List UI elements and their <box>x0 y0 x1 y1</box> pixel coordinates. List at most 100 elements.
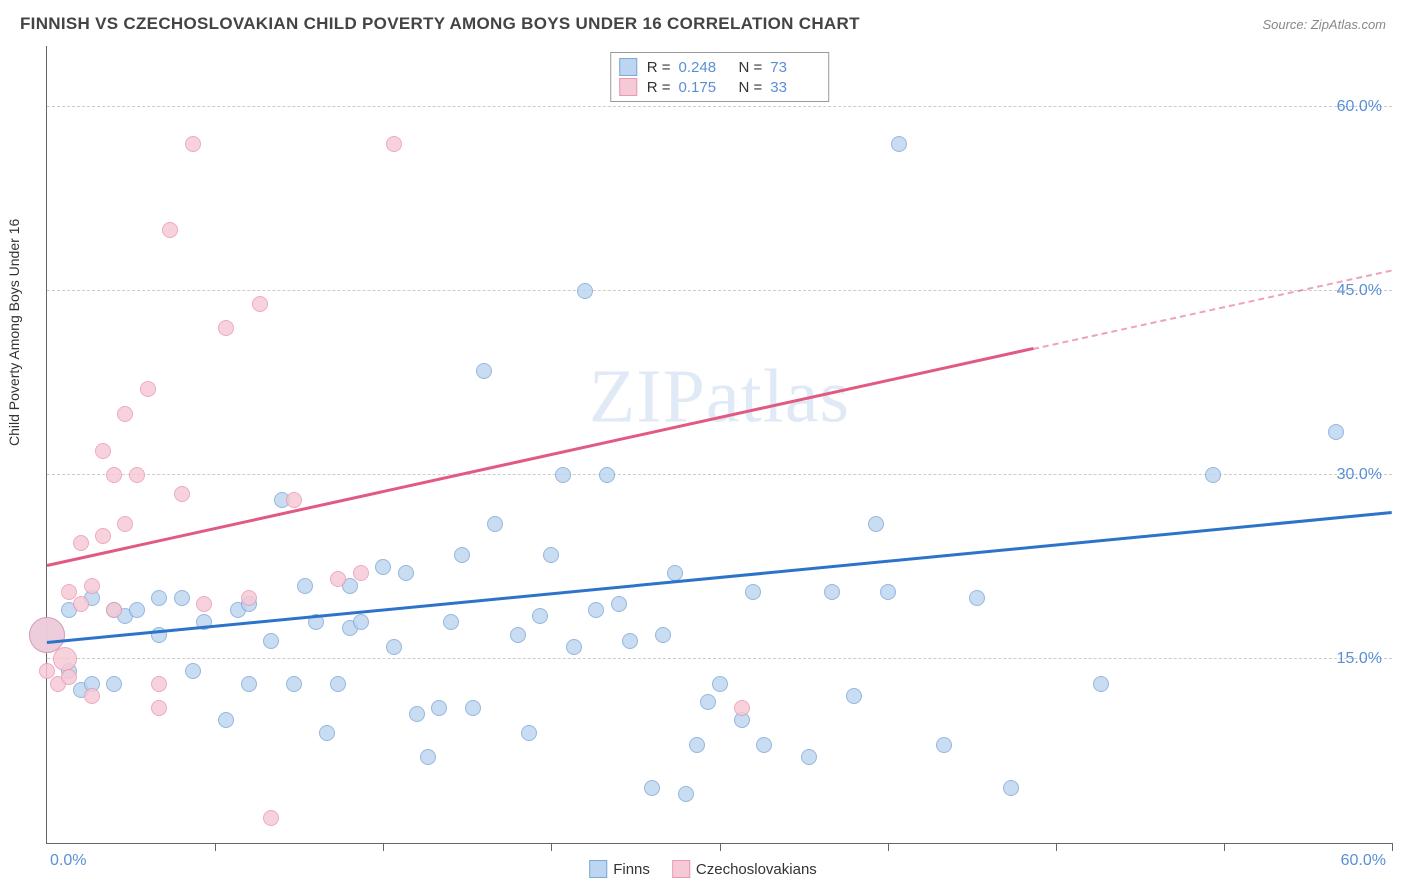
finns-point <box>566 639 582 655</box>
czechs-point <box>140 381 156 397</box>
finns-point <box>510 627 526 643</box>
legend-swatch <box>619 78 637 96</box>
legend-label: Czechoslovakians <box>696 861 817 878</box>
finns-point <box>846 688 862 704</box>
finns-point <box>465 700 481 716</box>
gridline-h <box>47 106 1392 107</box>
finns-point <box>936 737 952 753</box>
finns-point <box>622 633 638 649</box>
czechs-trendline <box>47 347 1034 567</box>
legend-r-value: 0.175 <box>679 79 729 96</box>
czechs-point <box>286 492 302 508</box>
czechs-point <box>196 596 212 612</box>
plot-area: ZIPatlas R =0.248N =73R =0.175N =33 15.0… <box>46 46 1392 844</box>
finns-point <box>476 363 492 379</box>
finns-point <box>398 565 414 581</box>
x-axis-max-label: 60.0% <box>1341 852 1386 870</box>
czechs-point <box>330 571 346 587</box>
y-tick-label: 60.0% <box>1337 98 1382 116</box>
finns-point <box>1205 467 1221 483</box>
finns-point <box>678 786 694 802</box>
czechs-point <box>84 578 100 594</box>
finns-point <box>532 608 548 624</box>
finns-point <box>319 725 335 741</box>
czechs-point <box>151 676 167 692</box>
gridline-h <box>47 474 1392 475</box>
y-tick-label: 45.0% <box>1337 282 1382 300</box>
legend-correlation-row: R =0.248N =73 <box>619 57 821 77</box>
x-tick <box>720 843 721 851</box>
czechs-point <box>174 486 190 502</box>
finns-point <box>185 663 201 679</box>
finns-point <box>386 639 402 655</box>
gridline-h <box>47 658 1392 659</box>
finns-point <box>543 547 559 563</box>
chart-title: FINNISH VS CZECHOSLOVAKIAN CHILD POVERTY… <box>20 14 860 34</box>
x-tick <box>383 843 384 851</box>
finns-point <box>801 749 817 765</box>
czechs-point <box>162 222 178 238</box>
finns-point <box>241 676 257 692</box>
czechs-point <box>185 136 201 152</box>
finns-point <box>375 559 391 575</box>
y-tick-label: 30.0% <box>1337 466 1382 484</box>
finns-point <box>151 590 167 606</box>
legend-correlation-row: R = 0.175 N = 33 <box>619 77 821 97</box>
finns-point <box>745 584 761 600</box>
finns-point <box>443 614 459 630</box>
czechs-point <box>353 565 369 581</box>
x-axis-min-label: 0.0% <box>50 852 86 870</box>
czechs-point <box>241 590 257 606</box>
legend-swatch <box>619 58 637 76</box>
y-tick-label: 15.0% <box>1337 650 1382 668</box>
finns-trendline <box>47 511 1392 644</box>
finns-point <box>218 712 234 728</box>
finns-point <box>353 614 369 630</box>
finns-point <box>129 602 145 618</box>
czechs-point <box>129 467 145 483</box>
czechs-point <box>73 596 89 612</box>
finns-point <box>1003 780 1019 796</box>
legend-swatch <box>672 860 690 878</box>
czechs-point <box>263 810 279 826</box>
x-tick <box>1224 843 1225 851</box>
czechs-point <box>386 136 402 152</box>
chart-area: ZIPatlas R =0.248N =73R =0.175N =33 15.0… <box>46 46 1392 844</box>
x-tick <box>1056 843 1057 851</box>
finns-point <box>824 584 840 600</box>
chart-source: Source: ZipAtlas.com <box>1262 17 1386 32</box>
czechs-point <box>106 602 122 618</box>
x-tick <box>1392 843 1393 851</box>
finns-point <box>588 602 604 618</box>
finns-point <box>969 590 985 606</box>
finns-point <box>689 737 705 753</box>
x-tick <box>215 843 216 851</box>
czechs-point <box>95 443 111 459</box>
legend-n-value: 73 <box>770 59 820 76</box>
legend-item: Czechoslovakians <box>672 860 817 878</box>
legend-item: Finns <box>589 860 650 878</box>
finns-point <box>420 749 436 765</box>
x-tick <box>551 843 552 851</box>
finns-point <box>891 136 907 152</box>
finns-point <box>700 694 716 710</box>
legend-r-label: R = <box>647 79 671 96</box>
czechs-point <box>734 700 750 716</box>
finns-point <box>409 706 425 722</box>
finns-point <box>106 676 122 692</box>
finns-point <box>555 467 571 483</box>
finns-point <box>263 633 279 649</box>
finns-point <box>1328 424 1344 440</box>
czechs-point <box>73 535 89 551</box>
finns-point <box>880 584 896 600</box>
czechs-point <box>84 688 100 704</box>
legend-n-value: 33 <box>770 79 820 96</box>
legend-n-label: N = <box>739 79 763 96</box>
finns-point <box>868 516 884 532</box>
finns-point <box>599 467 615 483</box>
gridline-h <box>47 290 1392 291</box>
finns-point <box>297 578 313 594</box>
finns-point <box>487 516 503 532</box>
y-axis-title: Child Poverty Among Boys Under 16 <box>6 219 22 446</box>
finns-point <box>286 676 302 692</box>
